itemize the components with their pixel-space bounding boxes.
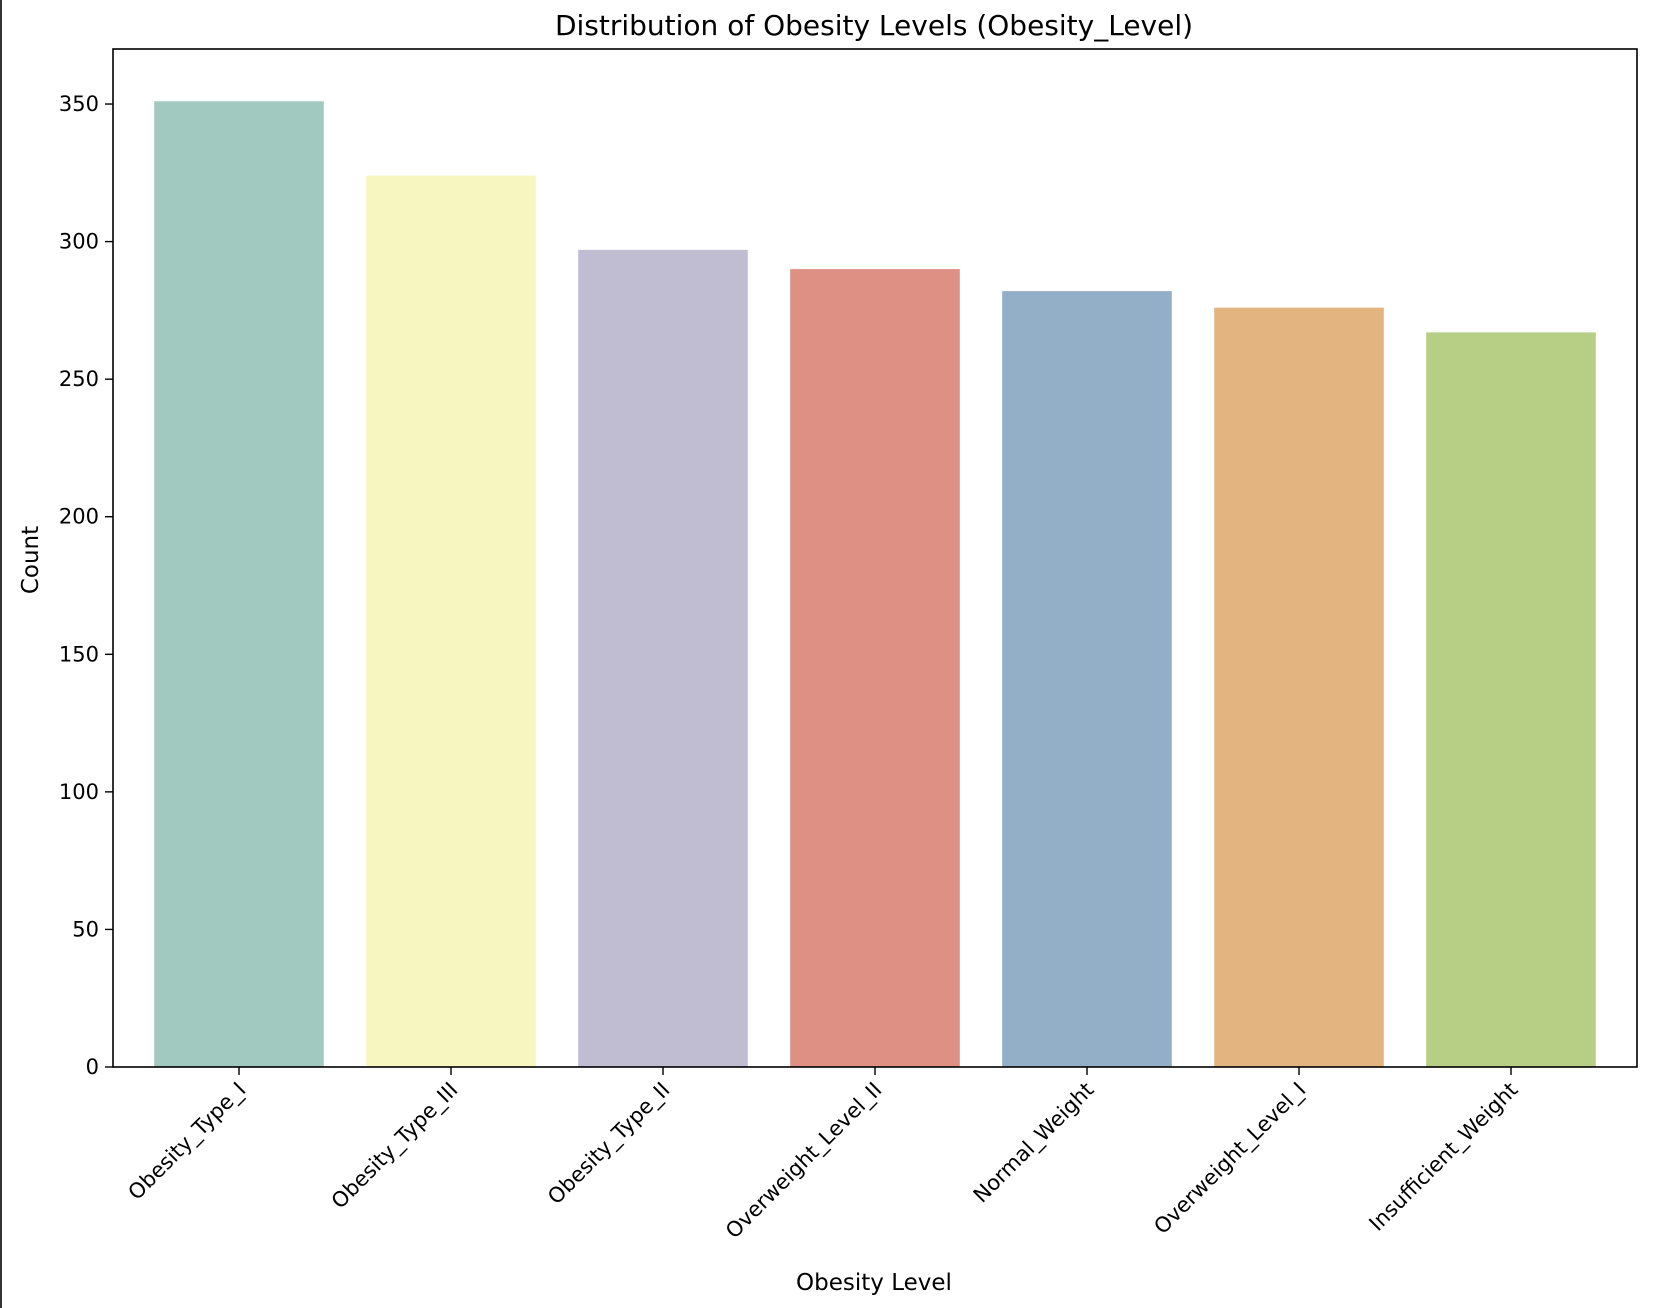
y-tick-label: 300: [59, 230, 99, 254]
x-tick-label: Overweight_Level_II: [721, 1078, 887, 1244]
bar-insufficient-weight: [1426, 332, 1596, 1068]
x-tick-label: Insufficient_Weight: [1364, 1078, 1523, 1237]
bar-normal-weight: [1002, 291, 1172, 1068]
bar-obesity-type-iii: [366, 175, 536, 1068]
bars-group: [154, 101, 1596, 1068]
bar-obesity-type-i: [154, 101, 324, 1067]
y-tick-label: 250: [59, 367, 99, 391]
x-axis: Obesity_Type_I Obesity_Type_III Obesity_Ty…: [123, 1067, 1523, 1244]
y-tick-label: 200: [59, 505, 99, 529]
x-tick-label: Obesity_Type_II: [543, 1078, 675, 1210]
x-tick-label: Obesity_Type_I: [123, 1078, 251, 1206]
x-axis-label: Obesity Level: [796, 1270, 952, 1296]
y-axis: 0 50 100 150 200 250 300 350: [59, 92, 113, 1079]
y-axis-label: Count: [18, 526, 44, 594]
bar-overweight-level-ii: [790, 269, 960, 1067]
y-tick-label: 0: [86, 1055, 99, 1079]
y-tick-label: 100: [59, 780, 99, 804]
chart-title: Distribution of Obesity Levels (Obesity_…: [555, 9, 1193, 42]
y-tick-label: 350: [59, 92, 99, 116]
x-tick-label: Normal_Weight: [969, 1078, 1100, 1209]
x-tick-label: Overweight_Level_I: [1149, 1078, 1311, 1240]
bar-overweight-level-i: [1214, 307, 1384, 1067]
bar-obesity-type-ii: [578, 249, 748, 1068]
y-tick-label: 150: [59, 642, 99, 666]
y-tick-label: 50: [72, 917, 99, 941]
x-tick-label: Obesity_Type_III: [327, 1078, 463, 1214]
